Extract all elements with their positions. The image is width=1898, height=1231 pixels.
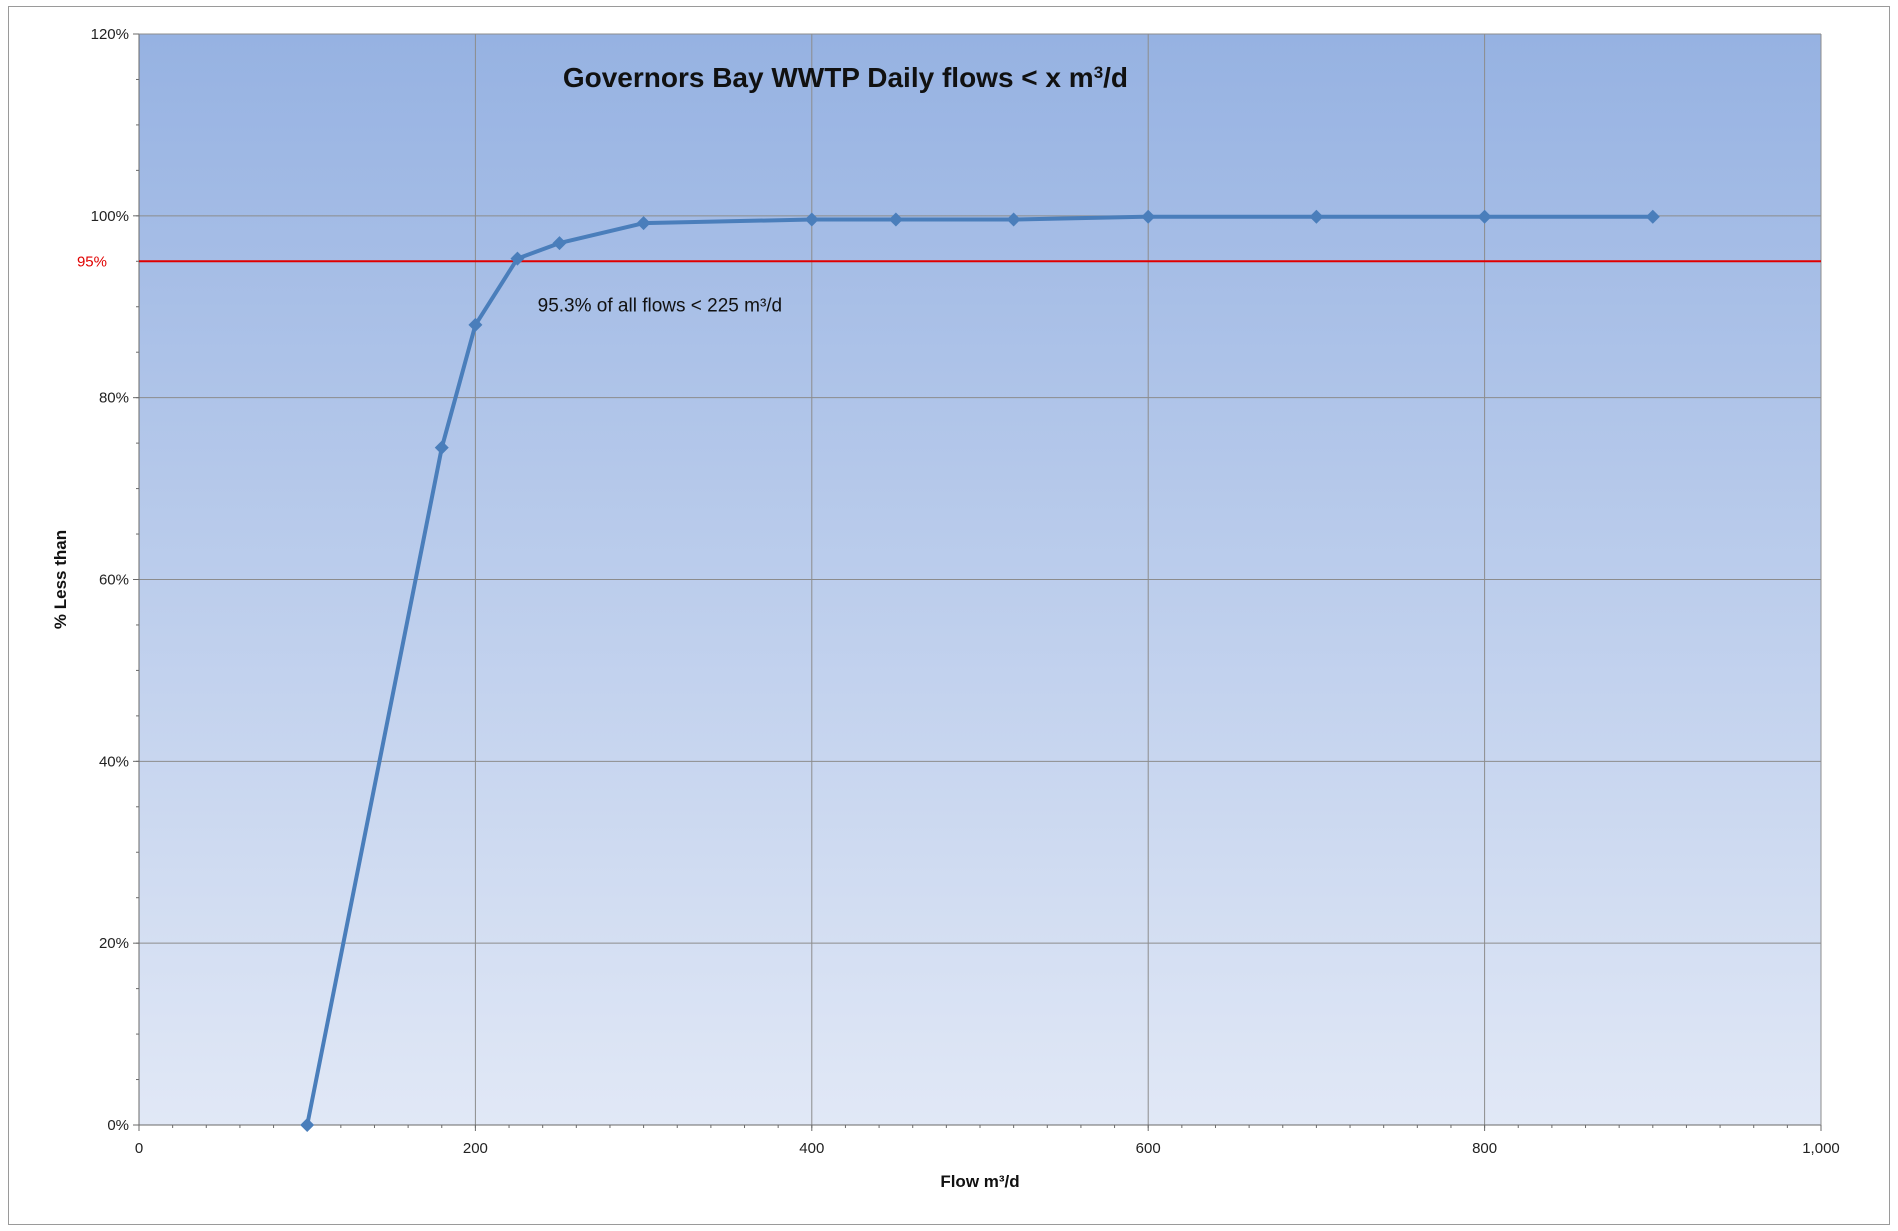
chart-title: Governors Bay WWTP Daily flows < x m3/d [563, 62, 1128, 93]
annotation-label: 95.3% of all flows < 225 m³/d [538, 295, 783, 316]
chart-frame: 0% 20% 40% 60% 80% 100% 120% 0 200 400 600 800 1,000… [8, 6, 1890, 1225]
data-point-marker [1006, 212, 1021, 227]
data-point-marker [888, 212, 903, 227]
x-tick-label: 400 [799, 1140, 824, 1157]
x-axis-title: Flow m³/d [940, 1172, 1019, 1191]
data-point-marker [636, 216, 651, 231]
x-tick-label: 0 [135, 1140, 143, 1157]
data-point-marker [1477, 209, 1492, 224]
chart-title-suffix: /d [1103, 62, 1128, 93]
chart-title-main: Governors Bay WWTP Daily flows < x m [563, 62, 1094, 93]
axes: 0% 20% 40% 60% 80% 100% 120% 0 200 400 600 800 1,000 [91, 26, 1840, 1157]
data-point-marker [804, 212, 819, 227]
data-point-marker [468, 317, 483, 332]
y-tick-label: 120% [91, 26, 129, 43]
reference-line-label: 95% [77, 253, 107, 270]
y-tick-label: 100% [91, 208, 129, 225]
y-tick-label: 0% [107, 1117, 129, 1134]
y-axis-title: % Less than [51, 530, 70, 629]
y-tick-label: 20% [99, 935, 129, 952]
data-point-marker [434, 440, 449, 455]
data-point-marker [1309, 209, 1324, 224]
data-point-marker [552, 236, 567, 251]
data-point-marker [300, 1118, 315, 1132]
chart-svg: 0% 20% 40% 60% 80% 100% 120% 0 200 400 600 800 1,000… [51, 26, 1840, 1191]
y-tick-label: 60% [99, 572, 129, 589]
x-tick-label: 600 [1136, 1140, 1161, 1157]
data-point-marker [510, 251, 525, 266]
y-tick-label: 40% [99, 753, 129, 770]
x-tick-label: 800 [1472, 1140, 1497, 1157]
x-tick-label: 200 [463, 1140, 488, 1157]
reference-line-group: 95% [77, 253, 1821, 270]
series-group [300, 209, 1660, 1132]
data-point-marker [1645, 209, 1660, 224]
data-point-marker [1141, 209, 1156, 224]
chart-title-sup: 3 [1094, 63, 1103, 82]
y-tick-label: 80% [99, 390, 129, 407]
x-tick-label: 1,000 [1802, 1140, 1840, 1157]
